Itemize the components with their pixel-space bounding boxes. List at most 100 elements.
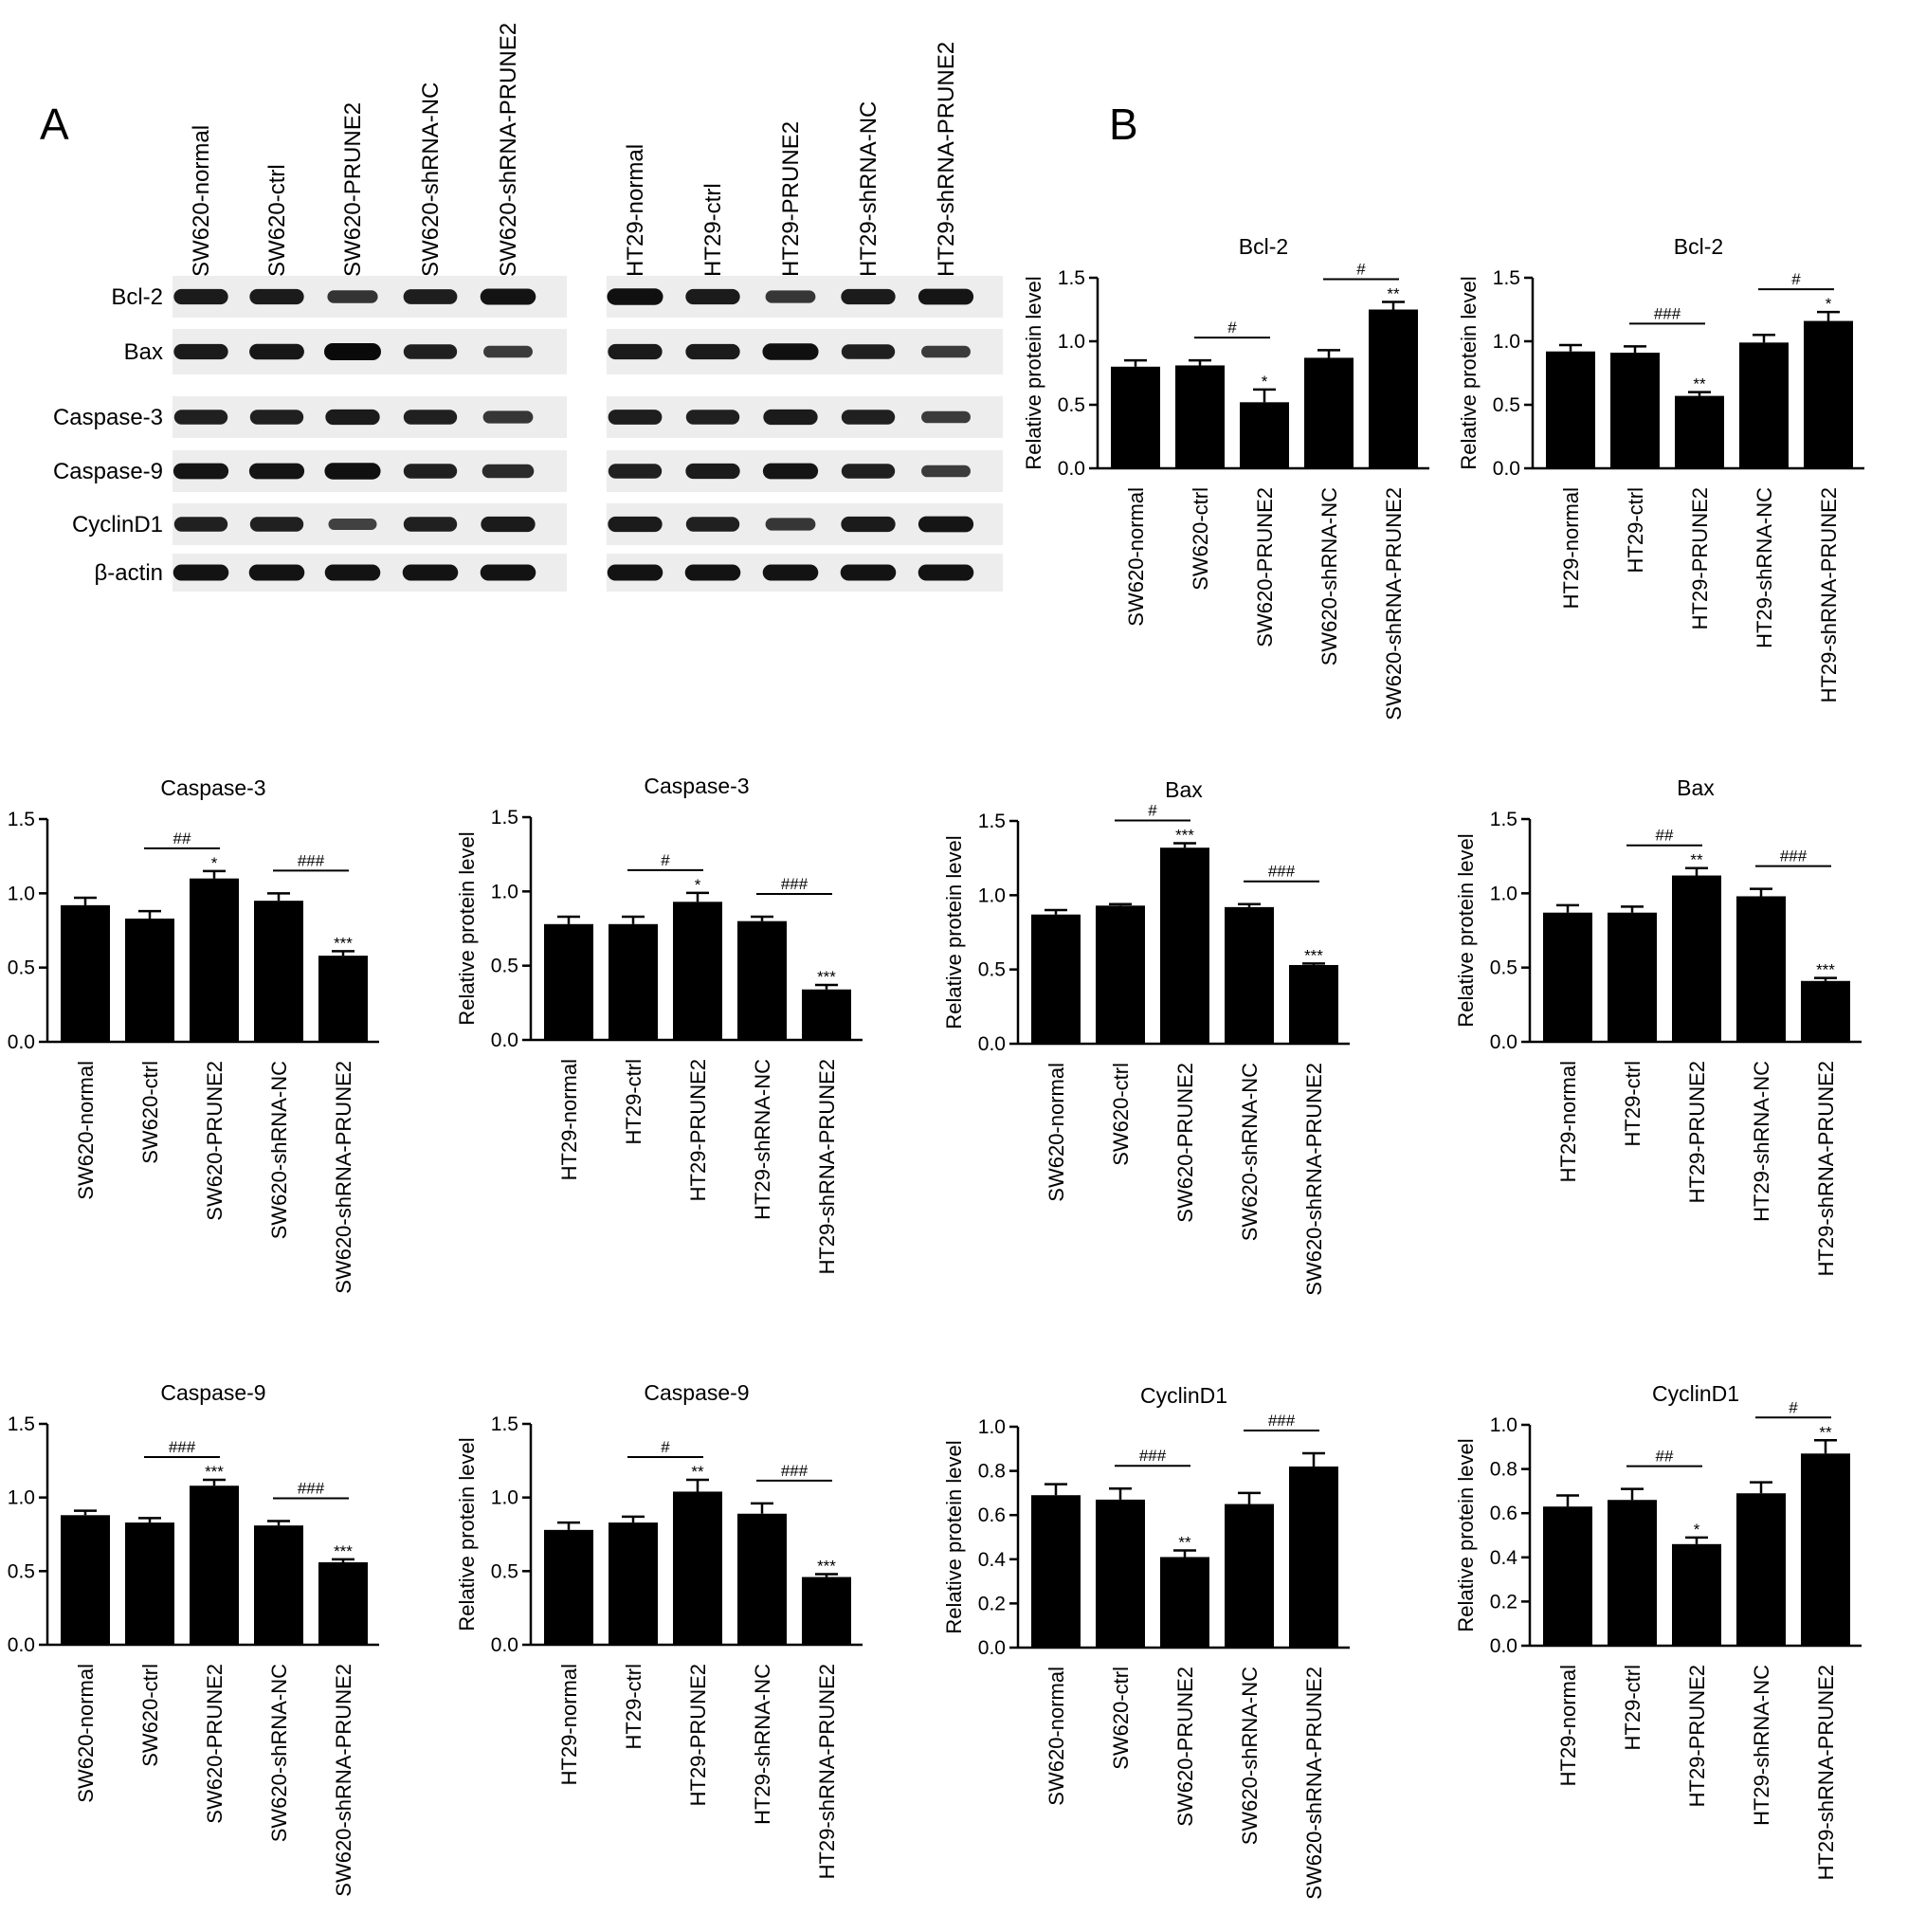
category-label: HT29-shRNA-NC xyxy=(751,1059,774,1220)
category-label: SW620-normal xyxy=(1124,487,1148,627)
category-label: SW620-normal xyxy=(1045,1063,1068,1202)
y-tick-label: 0.0 xyxy=(1490,1635,1517,1657)
category-label: SW620-ctrl xyxy=(1109,1667,1133,1770)
bar xyxy=(802,1577,851,1645)
bar xyxy=(1160,848,1209,1044)
y-tick-label: 0.0 xyxy=(1493,458,1520,480)
y-tick-label: 0.5 xyxy=(1490,957,1517,979)
y-axis-label: Relative protein level xyxy=(942,1440,966,1633)
blot-band xyxy=(483,345,533,358)
bar xyxy=(1739,342,1789,468)
blot-band xyxy=(248,463,305,480)
category-label: SW620-normal xyxy=(74,1061,98,1200)
bar xyxy=(1801,1453,1850,1646)
y-tick-label: 0.8 xyxy=(978,1461,1006,1483)
bracket-label: # xyxy=(1789,1398,1798,1416)
category-label: HT29-shRNA-PRUNE2 xyxy=(1814,1665,1838,1880)
blot-band xyxy=(685,517,740,532)
bar xyxy=(1804,320,1853,468)
category-label: HT29-ctrl xyxy=(1621,1665,1644,1750)
category-label: HT29-shRNA-PRUNE2 xyxy=(815,1059,839,1274)
bar xyxy=(1289,964,1338,1044)
category-label: HT29-shRNA-NC xyxy=(1753,487,1776,648)
bar xyxy=(1610,353,1660,468)
category-label: HT29-shRNA-NC xyxy=(751,1664,774,1825)
blot-band xyxy=(481,516,536,533)
bar xyxy=(254,901,303,1042)
category-label: SW620-shRNA-NC xyxy=(267,1664,291,1842)
y-tick-label: 0.0 xyxy=(8,1031,35,1053)
western-blot-panel: SW620-normal SW620-ctrl SW620-PRUNE2 SW620-… xyxy=(53,23,1003,592)
blot-band xyxy=(607,564,663,581)
blot-band xyxy=(173,288,228,305)
blot-band xyxy=(173,564,229,581)
y-tick-label: 0.6 xyxy=(978,1504,1006,1526)
bracket-label: # xyxy=(661,1438,670,1456)
category-label: HT29-shRNA-PRUNE2 xyxy=(815,1664,839,1879)
bracket-label: ### xyxy=(1268,1412,1296,1430)
bar xyxy=(1736,896,1786,1042)
significance-stars: * xyxy=(1826,295,1832,313)
bar-chart: CyclinD1 0.0 0.2 0.4 0.6 0.8 1.0 Relative prote… xyxy=(942,1383,1350,1900)
bar xyxy=(125,1522,174,1645)
significance-stars: *** xyxy=(817,968,836,986)
y-tick-label: 0.5 xyxy=(1493,394,1520,416)
blot-row-label: Bcl-2 xyxy=(111,284,163,310)
y-tick-label: 1.0 xyxy=(8,1487,35,1509)
bar xyxy=(544,1529,593,1645)
bracket-label: ## xyxy=(1656,1448,1674,1466)
significance-stars: *** xyxy=(1816,961,1835,979)
category-label: SW620-shRNA-PRUNE2 xyxy=(332,1664,355,1897)
bar xyxy=(1225,906,1274,1044)
significance-stars: ** xyxy=(1693,375,1706,393)
category-label: HT29-ctrl xyxy=(622,1059,645,1144)
blot-band xyxy=(324,343,381,360)
blot-row-label: CyclinD1 xyxy=(72,512,163,538)
blot-band xyxy=(608,410,663,425)
y-tick-label: 0.5 xyxy=(8,1560,35,1582)
category-label: SW620-PRUNE2 xyxy=(1173,1667,1197,1827)
category-label: SW620-ctrl xyxy=(1109,1063,1133,1166)
lane-label: SW620-shRNA-NC xyxy=(418,82,444,277)
significance-stars: *** xyxy=(205,1463,224,1481)
blot-band xyxy=(249,517,304,532)
blot-band xyxy=(173,410,228,425)
blot-band xyxy=(608,516,663,533)
blot-row-label: β-actin xyxy=(95,560,164,586)
blot-band xyxy=(607,288,663,305)
significance-stars: * xyxy=(211,854,218,872)
blot-band xyxy=(402,564,459,581)
blot-band xyxy=(762,343,819,360)
category-label: SW620-PRUNE2 xyxy=(1173,1063,1197,1223)
category-label: SW620-shRNA-NC xyxy=(1317,487,1341,665)
category-label: SW620-normal xyxy=(1045,1667,1068,1806)
significance-stars: *** xyxy=(334,934,353,952)
category-label: HT29-normal xyxy=(1559,487,1583,609)
bar xyxy=(1096,905,1145,1044)
blot-band xyxy=(841,410,896,425)
bar xyxy=(61,1515,110,1645)
y-tick-label: 1.0 xyxy=(978,1416,1006,1438)
bar xyxy=(1304,357,1354,468)
y-tick-label: 1.5 xyxy=(491,1413,518,1435)
blot-band xyxy=(482,410,534,424)
y-axis-label: Relative protein level xyxy=(1454,1438,1478,1631)
chart-title: Bcl-2 xyxy=(1239,234,1288,259)
bracket-label: ### xyxy=(781,1462,809,1480)
blot-band xyxy=(918,288,974,305)
y-tick-label: 0.4 xyxy=(978,1549,1007,1571)
blot-band xyxy=(249,288,304,305)
y-tick-label: 0.0 xyxy=(1058,458,1085,480)
category-label: HT29-normal xyxy=(1556,1665,1580,1786)
category-label: SW620-shRNA-PRUNE2 xyxy=(332,1061,355,1294)
blot-band xyxy=(480,564,536,581)
chart-title: Caspase-9 xyxy=(160,1380,265,1405)
bar xyxy=(1543,912,1592,1042)
blot-band xyxy=(403,344,458,359)
bracket-label: ### xyxy=(781,875,809,893)
bracket-label: ### xyxy=(298,851,325,869)
blot-band xyxy=(403,517,458,532)
bar xyxy=(1031,1495,1081,1648)
